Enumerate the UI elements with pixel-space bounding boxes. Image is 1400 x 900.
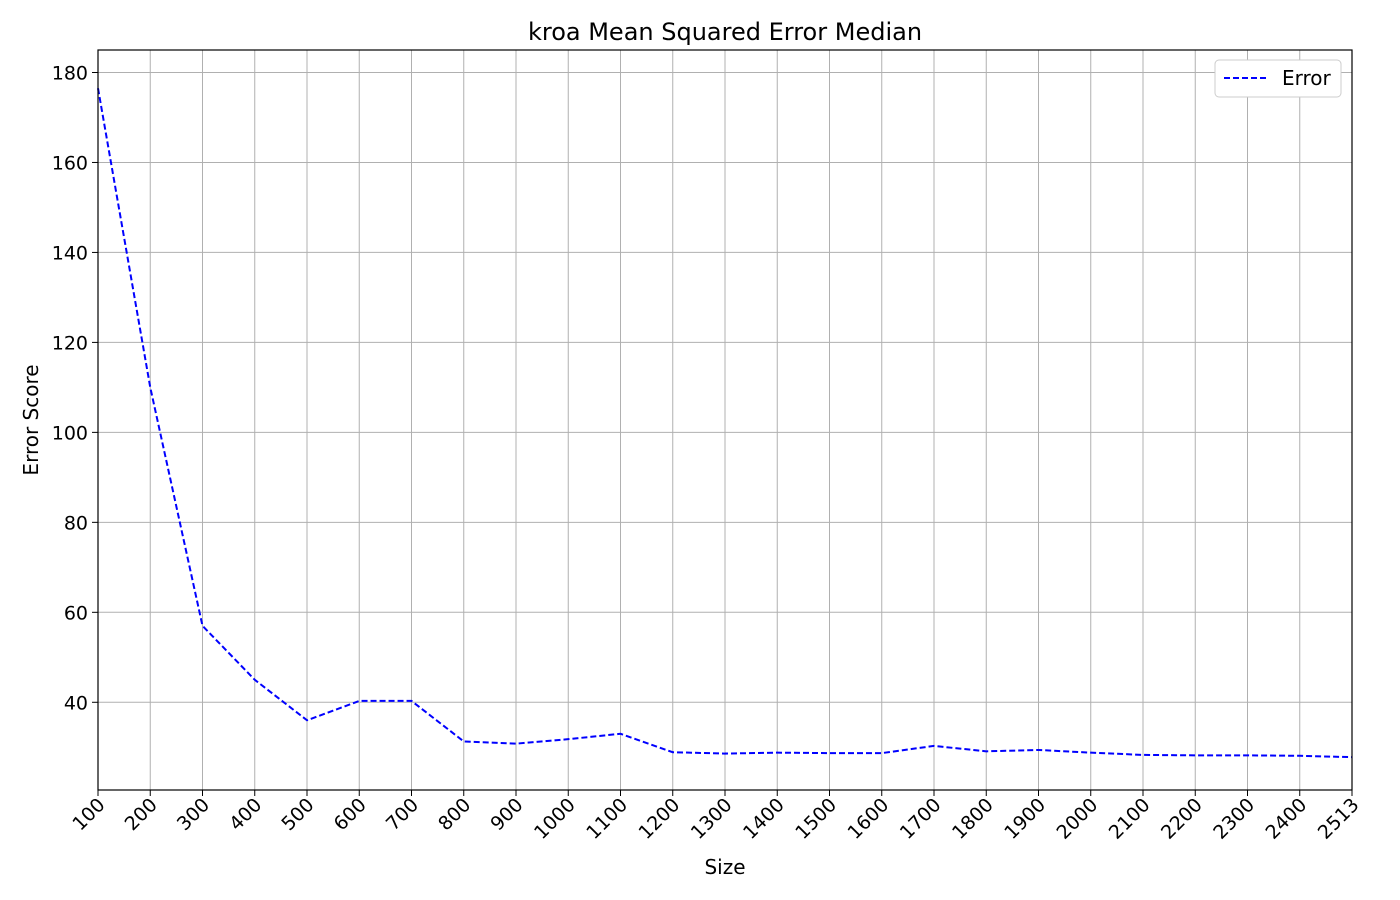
y-tick-label: 140	[52, 242, 88, 264]
series-layer	[97, 88, 1353, 759]
y-tick-label: 120	[52, 332, 88, 354]
legend-box	[1214, 59, 1342, 98]
y-axis-label: Error Score	[19, 364, 43, 475]
chart-title: kroa Mean Squared Error Median	[528, 18, 922, 46]
legend: Error	[1214, 59, 1342, 98]
y-tick-label: 60	[64, 602, 88, 624]
y-tick-label: 160	[52, 152, 88, 174]
y-axis-ticks: 40 60 80 100 120 140 160 180	[52, 62, 98, 714]
y-tick-label: 100	[52, 422, 88, 444]
y-tick-label: 80	[64, 512, 88, 534]
legend-label-error: Error	[1282, 66, 1332, 90]
y-tick-label: 180	[52, 62, 88, 84]
x-axis-label: Size	[704, 855, 745, 879]
y-tick-label: 40	[64, 692, 88, 714]
series-line-error	[97, 88, 1353, 759]
